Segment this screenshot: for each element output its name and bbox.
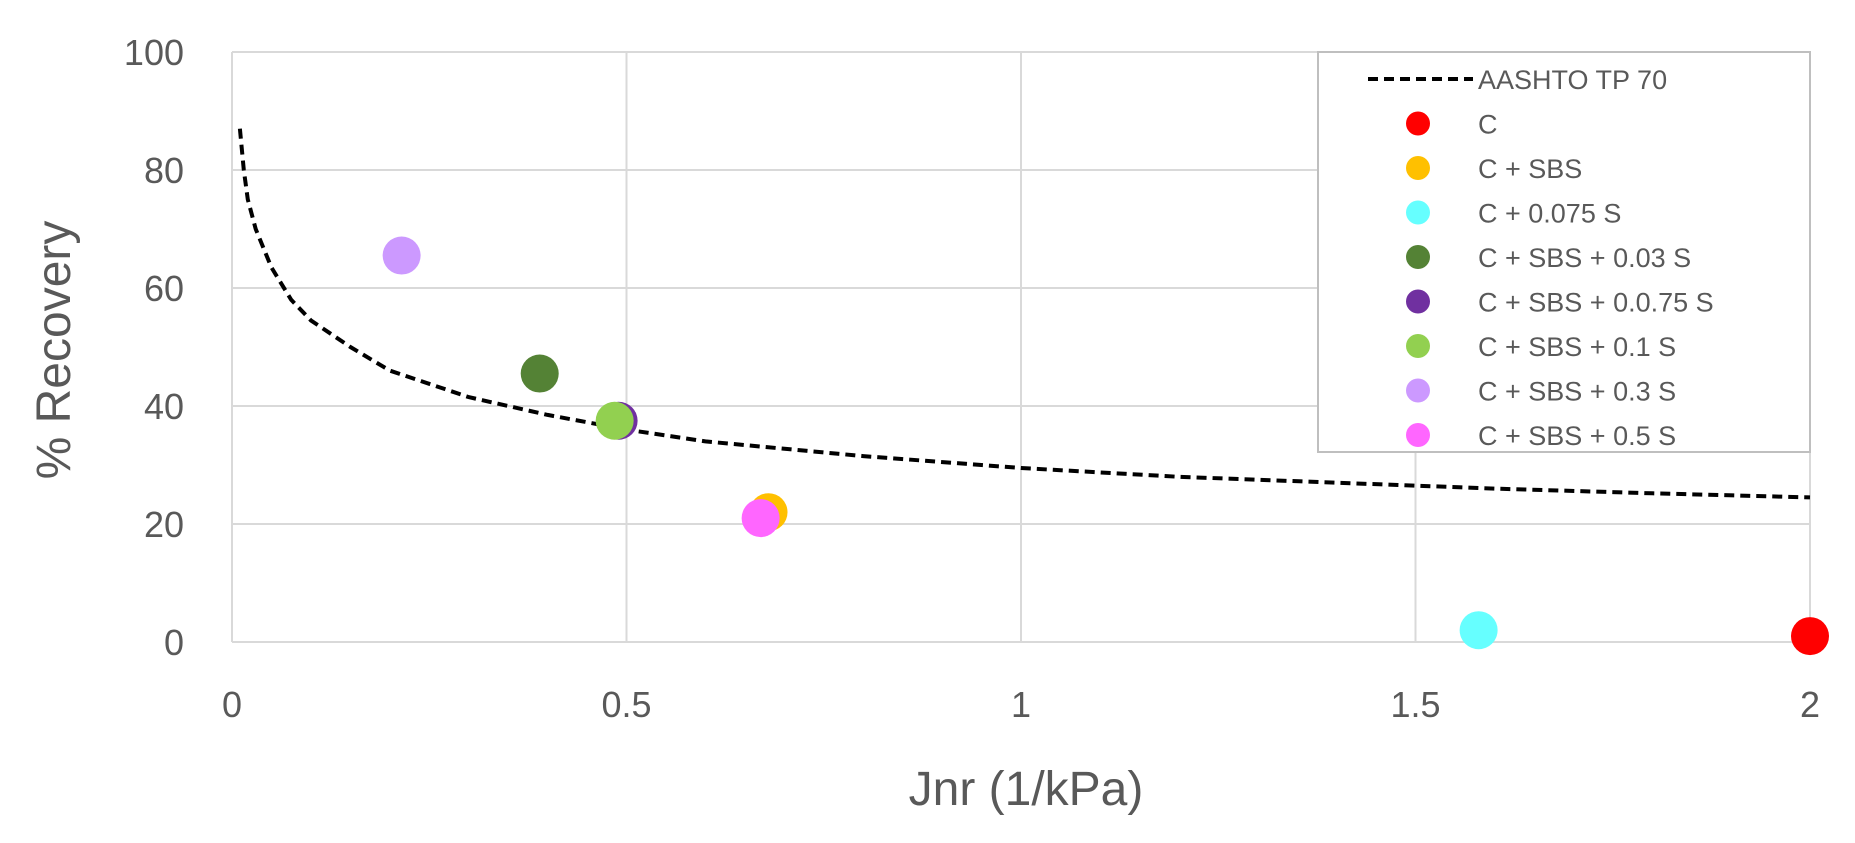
y-axis-ticks: 0 20 40 60 80 100 xyxy=(124,32,184,663)
legend-box xyxy=(1317,51,1811,453)
x-axis-title: Jnr (1/kPa) xyxy=(909,763,1144,816)
points-layer xyxy=(382,236,1829,656)
legend-swatch xyxy=(1406,378,1430,403)
legend-label: C + 0.075 S xyxy=(1478,199,1621,229)
legend-label: C + SBS + 0.5 S xyxy=(1478,421,1676,451)
legend-label: C + SBS + 0.1 S xyxy=(1478,332,1676,362)
aashto-tp70-curve xyxy=(237,128,1811,500)
y-axis-title: % Recovery xyxy=(28,221,81,480)
y-tick-label: 0 xyxy=(164,622,184,663)
x-tick-label: 0.5 xyxy=(601,684,651,725)
x-tick-label: 1 xyxy=(1011,684,1031,725)
y-tick-label: 60 xyxy=(144,268,184,309)
data-point xyxy=(741,499,780,538)
y-tick-label: 80 xyxy=(144,150,184,191)
legend-label: AASHTO TP 70 xyxy=(1478,65,1667,95)
data-point xyxy=(382,236,421,275)
legend-swatch xyxy=(1406,423,1430,447)
x-axis-ticks: 0 0.5 1 1.5 2 xyxy=(222,684,1820,725)
y-tick-label: 40 xyxy=(144,386,184,427)
curve-layer xyxy=(237,128,1811,500)
legend-swatch xyxy=(1406,334,1430,358)
x-tick-label: 1.5 xyxy=(1390,684,1440,725)
data-point xyxy=(1459,611,1498,650)
data-point xyxy=(595,401,634,440)
x-tick-label: 2 xyxy=(1800,684,1820,725)
legend-label: C + SBS + 0.3 S xyxy=(1478,377,1676,407)
data-point xyxy=(1791,617,1829,656)
data-point xyxy=(520,354,559,393)
legend-swatch xyxy=(1406,245,1430,269)
legend-swatch xyxy=(1406,289,1430,314)
legend-swatch xyxy=(1406,111,1430,136)
legend-label: C + SBS + 0.0.75 S xyxy=(1478,288,1714,318)
legend-swatch xyxy=(1406,156,1430,180)
legend-label: C + SBS + 0.03 S xyxy=(1478,243,1691,273)
y-tick-label: 20 xyxy=(144,504,184,545)
legend: AASHTO TP 70 C C + SBS C + 0.075 S C + SBS +… xyxy=(1317,51,1811,453)
legend-swatch xyxy=(1406,200,1430,225)
legend-label: C xyxy=(1478,110,1498,140)
y-tick-label: 100 xyxy=(124,32,184,73)
x-tick-label: 0 xyxy=(222,684,242,725)
legend-label: C + SBS xyxy=(1478,154,1582,184)
